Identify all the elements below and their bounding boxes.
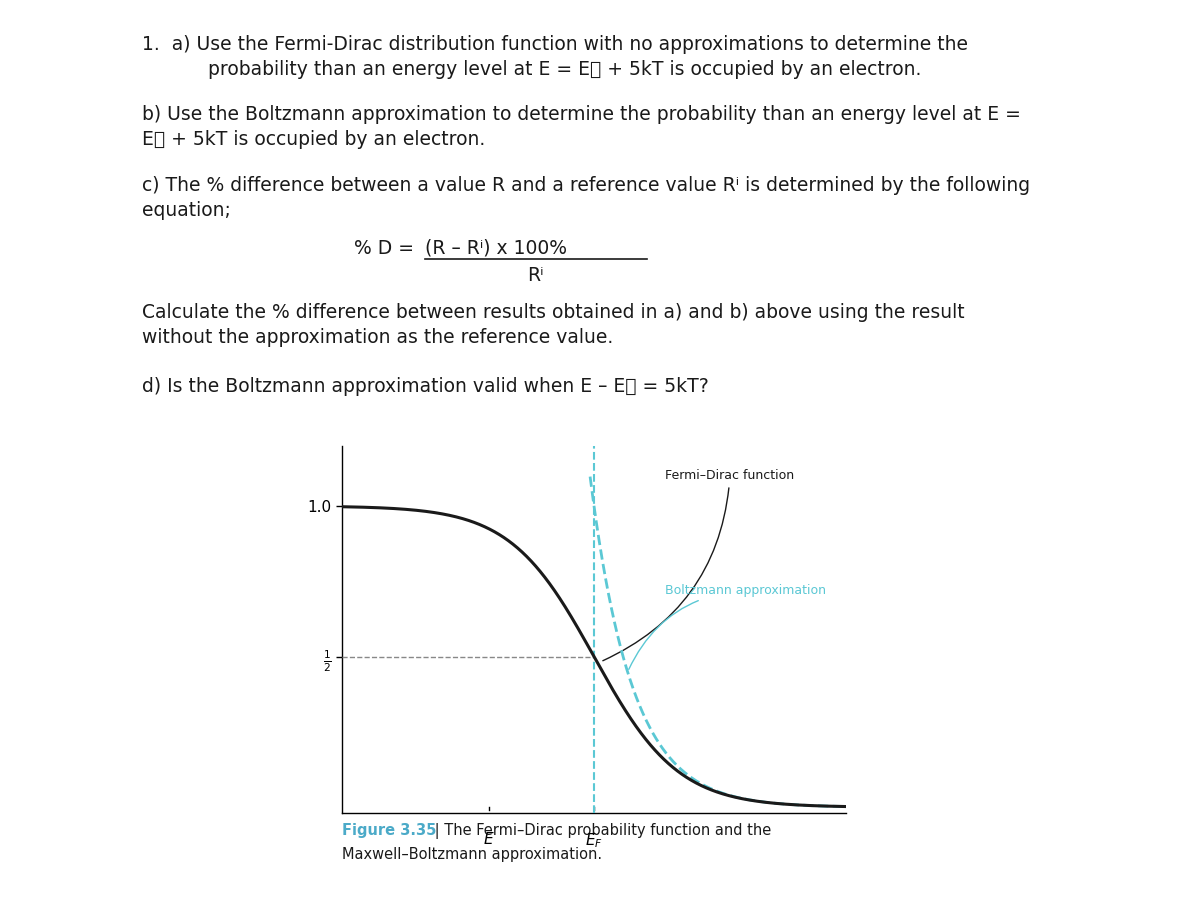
Text: d) Is the Boltzmann approximation valid when E – E₟ = 5kT?: d) Is the Boltzmann approximation valid … — [142, 377, 708, 396]
Text: Figure 3.35: Figure 3.35 — [342, 823, 437, 837]
Text: 1.  a) Use the Fermi-Dirac distribution function with no approximations to deter: 1. a) Use the Fermi-Dirac distribution f… — [142, 35, 967, 54]
Text: Boltzmann approximation: Boltzmann approximation — [629, 584, 827, 669]
Text: % D =: % D = — [354, 239, 420, 258]
Text: Calculate the % difference between results obtained in a) and b) above using the: Calculate the % difference between resul… — [142, 303, 965, 323]
Text: E₟ + 5kT is occupied by an electron.: E₟ + 5kT is occupied by an electron. — [142, 130, 485, 149]
Text: probability than an energy level at E = E₟ + 5kT is occupied by an electron.: probability than an energy level at E = … — [178, 60, 920, 79]
Text: Rⁱ: Rⁱ — [528, 266, 544, 285]
Text: | The Fermi–Dirac probability function and the: | The Fermi–Dirac probability function a… — [430, 823, 770, 838]
Text: Fermi–Dirac function: Fermi–Dirac function — [602, 470, 794, 661]
Text: $E_F$: $E_F$ — [586, 832, 602, 850]
Text: Maxwell–Boltzmann approximation.: Maxwell–Boltzmann approximation. — [342, 847, 602, 862]
Text: b) Use the Boltzmann approximation to determine the probability than an energy l: b) Use the Boltzmann approximation to de… — [142, 105, 1020, 124]
Text: equation;: equation; — [142, 201, 230, 221]
Text: $E$: $E$ — [484, 832, 494, 847]
Text: (R – Rⁱ) x 100%: (R – Rⁱ) x 100% — [425, 239, 566, 258]
Text: without the approximation as the reference value.: without the approximation as the referen… — [142, 328, 613, 347]
Text: c) The % difference between a value R and a reference value Rⁱ is determined by : c) The % difference between a value R an… — [142, 176, 1030, 196]
